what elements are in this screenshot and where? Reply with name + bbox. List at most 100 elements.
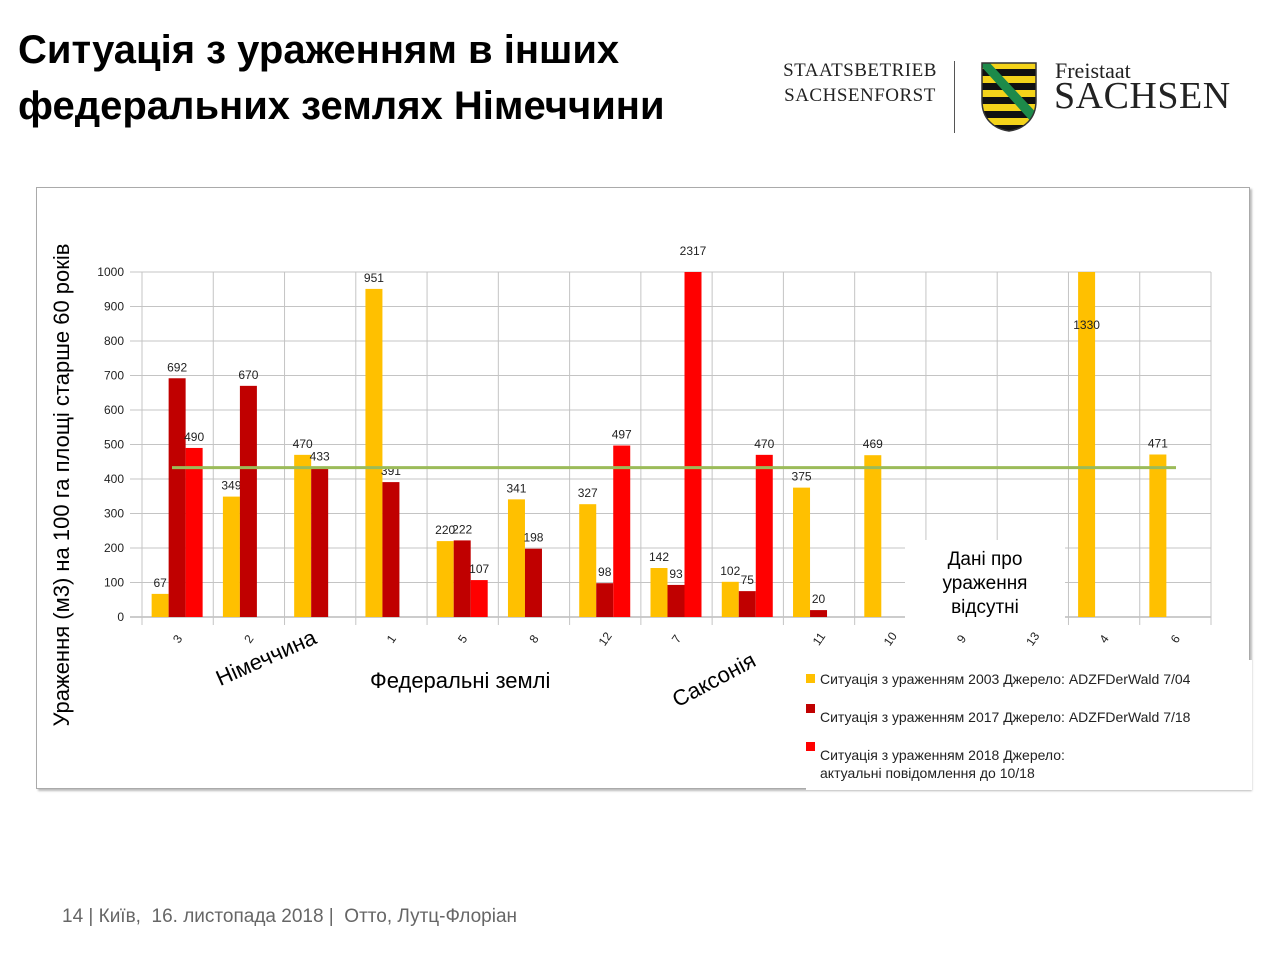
data-label: 470: [293, 437, 313, 451]
data-label: 433: [310, 450, 330, 464]
bar-2003: [793, 487, 811, 617]
title-line-2: федеральних землях Німеччини: [18, 84, 665, 128]
bar-2017: [453, 540, 471, 617]
data-label: 341: [506, 481, 526, 495]
legend-label-2018: Ситуація з ураженням 2018 Джерело:: [820, 747, 1065, 763]
x-tick-label: 3: [170, 632, 185, 646]
legend-swatch-2018: [806, 742, 815, 751]
y-tick-label: 0: [117, 610, 124, 624]
saxony-coat-of-arms-icon: [981, 62, 1037, 132]
bar-2003: [507, 499, 525, 617]
no-data-annotation: Дані про ураження відсутні: [905, 540, 1065, 626]
legend-item-2003: Ситуація з ураженням 2003 Джерело: ADZFD…: [806, 670, 1191, 688]
data-label: 142: [649, 550, 669, 564]
y-tick-label: 400: [104, 472, 124, 486]
bar-2003: [436, 541, 454, 617]
bar-2003: [1078, 272, 1096, 617]
legend-item-2017: Ситуація з ураженням 2017 Джерело: ADZFD…: [806, 704, 1190, 726]
state-name-line-1: Freistaat: [1055, 58, 1131, 83]
org-line-2: SACHSENFORST: [784, 85, 936, 106]
x-tick-label: 7: [669, 632, 684, 646]
x-tick-label: 2: [241, 632, 256, 646]
legend-swatch-2003: [806, 674, 815, 683]
bar-2018: [613, 445, 631, 617]
bar-2003: [721, 581, 739, 617]
x-tick-label: 1: [384, 632, 399, 646]
data-label: 327: [578, 486, 598, 500]
x-tick-label: 13: [1023, 629, 1042, 648]
y-tick-label: 900: [104, 300, 124, 314]
data-label: 107: [469, 562, 489, 576]
data-label: 1330: [1073, 318, 1100, 332]
y-tick-label: 100: [104, 576, 124, 590]
title-line-1: Ситуація з ураженням в інших: [18, 28, 620, 72]
legend-swatch-2017: [806, 704, 815, 713]
x-tick-label: 12: [596, 629, 615, 648]
y-tick-label: 700: [104, 369, 124, 383]
legend-item-2018: Ситуація з ураженням 2018 Джерело: актуа…: [806, 742, 1065, 782]
bar-2018: [755, 454, 773, 617]
data-label: 20: [812, 592, 826, 606]
y-tick-label: 1000: [97, 265, 124, 279]
x-tick-label: 10: [881, 629, 900, 648]
bar-2003: [222, 496, 240, 617]
data-label: 2317: [680, 244, 707, 258]
bar-2017: [667, 584, 685, 617]
bar-2017: [168, 378, 186, 617]
logo-divider: [954, 61, 955, 133]
y-tick-label: 800: [104, 334, 124, 348]
data-label: 375: [792, 470, 812, 484]
bar-2017: [311, 467, 329, 617]
bar-2003: [864, 455, 882, 617]
data-label: 471: [1148, 437, 1168, 451]
data-label: 951: [364, 271, 384, 285]
data-label: 93: [669, 567, 683, 581]
annotation-line-1: Дані про: [947, 549, 1023, 570]
slide-footer: 14 | Київ, 16. листопада 2018 | Отто, Лу…: [62, 906, 518, 927]
bar-2017: [810, 610, 828, 617]
slide-title: Ситуація з ураженням в інших федеральних…: [18, 22, 665, 134]
x-tick-label: 11: [810, 630, 829, 649]
bar-2003: [294, 454, 312, 617]
data-label: 220: [435, 523, 455, 537]
x-tick-label: 6: [1168, 632, 1183, 646]
bar-2018: [185, 447, 203, 617]
data-label: 349: [221, 479, 241, 493]
group-label-federal-states: Федеральні землі: [370, 668, 551, 693]
legend-label-2018-line2: актуальні повідомлення до 10/18: [820, 765, 1035, 781]
x-tick-label: 4: [1096, 632, 1111, 646]
legend-label-2003: Ситуація з ураженням 2003 Джерело: ADZFD…: [820, 671, 1191, 687]
x-tick-label: 8: [526, 632, 541, 646]
bar-2017: [596, 583, 614, 617]
bar-2017: [524, 548, 542, 617]
y-tick-label: 500: [104, 438, 124, 452]
data-label: 470: [754, 437, 774, 451]
data-label: 75: [741, 573, 755, 587]
x-tick-label: 9: [954, 632, 969, 646]
x-tick-label: 5: [455, 632, 470, 646]
data-label: 490: [184, 430, 204, 444]
data-label: 497: [612, 428, 632, 442]
data-label: 670: [238, 368, 258, 382]
annotation-line-2: ураження: [942, 573, 1028, 594]
chart-frame: [36, 187, 1250, 789]
data-label: 469: [863, 437, 883, 451]
data-label: 198: [523, 531, 543, 545]
data-label: 67: [153, 576, 167, 590]
bar-2003: [1149, 454, 1167, 617]
bar-2017: [239, 385, 257, 617]
bar-2018: [470, 580, 488, 617]
bar-2003: [579, 504, 597, 617]
data-label: 102: [720, 564, 740, 578]
bar-2003: [650, 568, 668, 617]
chart-legend: Ситуація з ураженням 2003 Джерело: ADZFD…: [806, 660, 1252, 790]
state-name-line-2: SACHSEN: [1054, 75, 1231, 117]
y-tick-label: 600: [104, 403, 124, 417]
y-axis-label: Ураження (м3) на 100 га площі старше 60 …: [49, 243, 74, 727]
data-label: 692: [167, 360, 187, 374]
bar-2017: [382, 482, 400, 617]
org-name: STAATSBETRIEB SACHSENFORST: [780, 58, 940, 108]
data-label: 222: [452, 522, 472, 536]
bar-2003: [151, 593, 169, 617]
